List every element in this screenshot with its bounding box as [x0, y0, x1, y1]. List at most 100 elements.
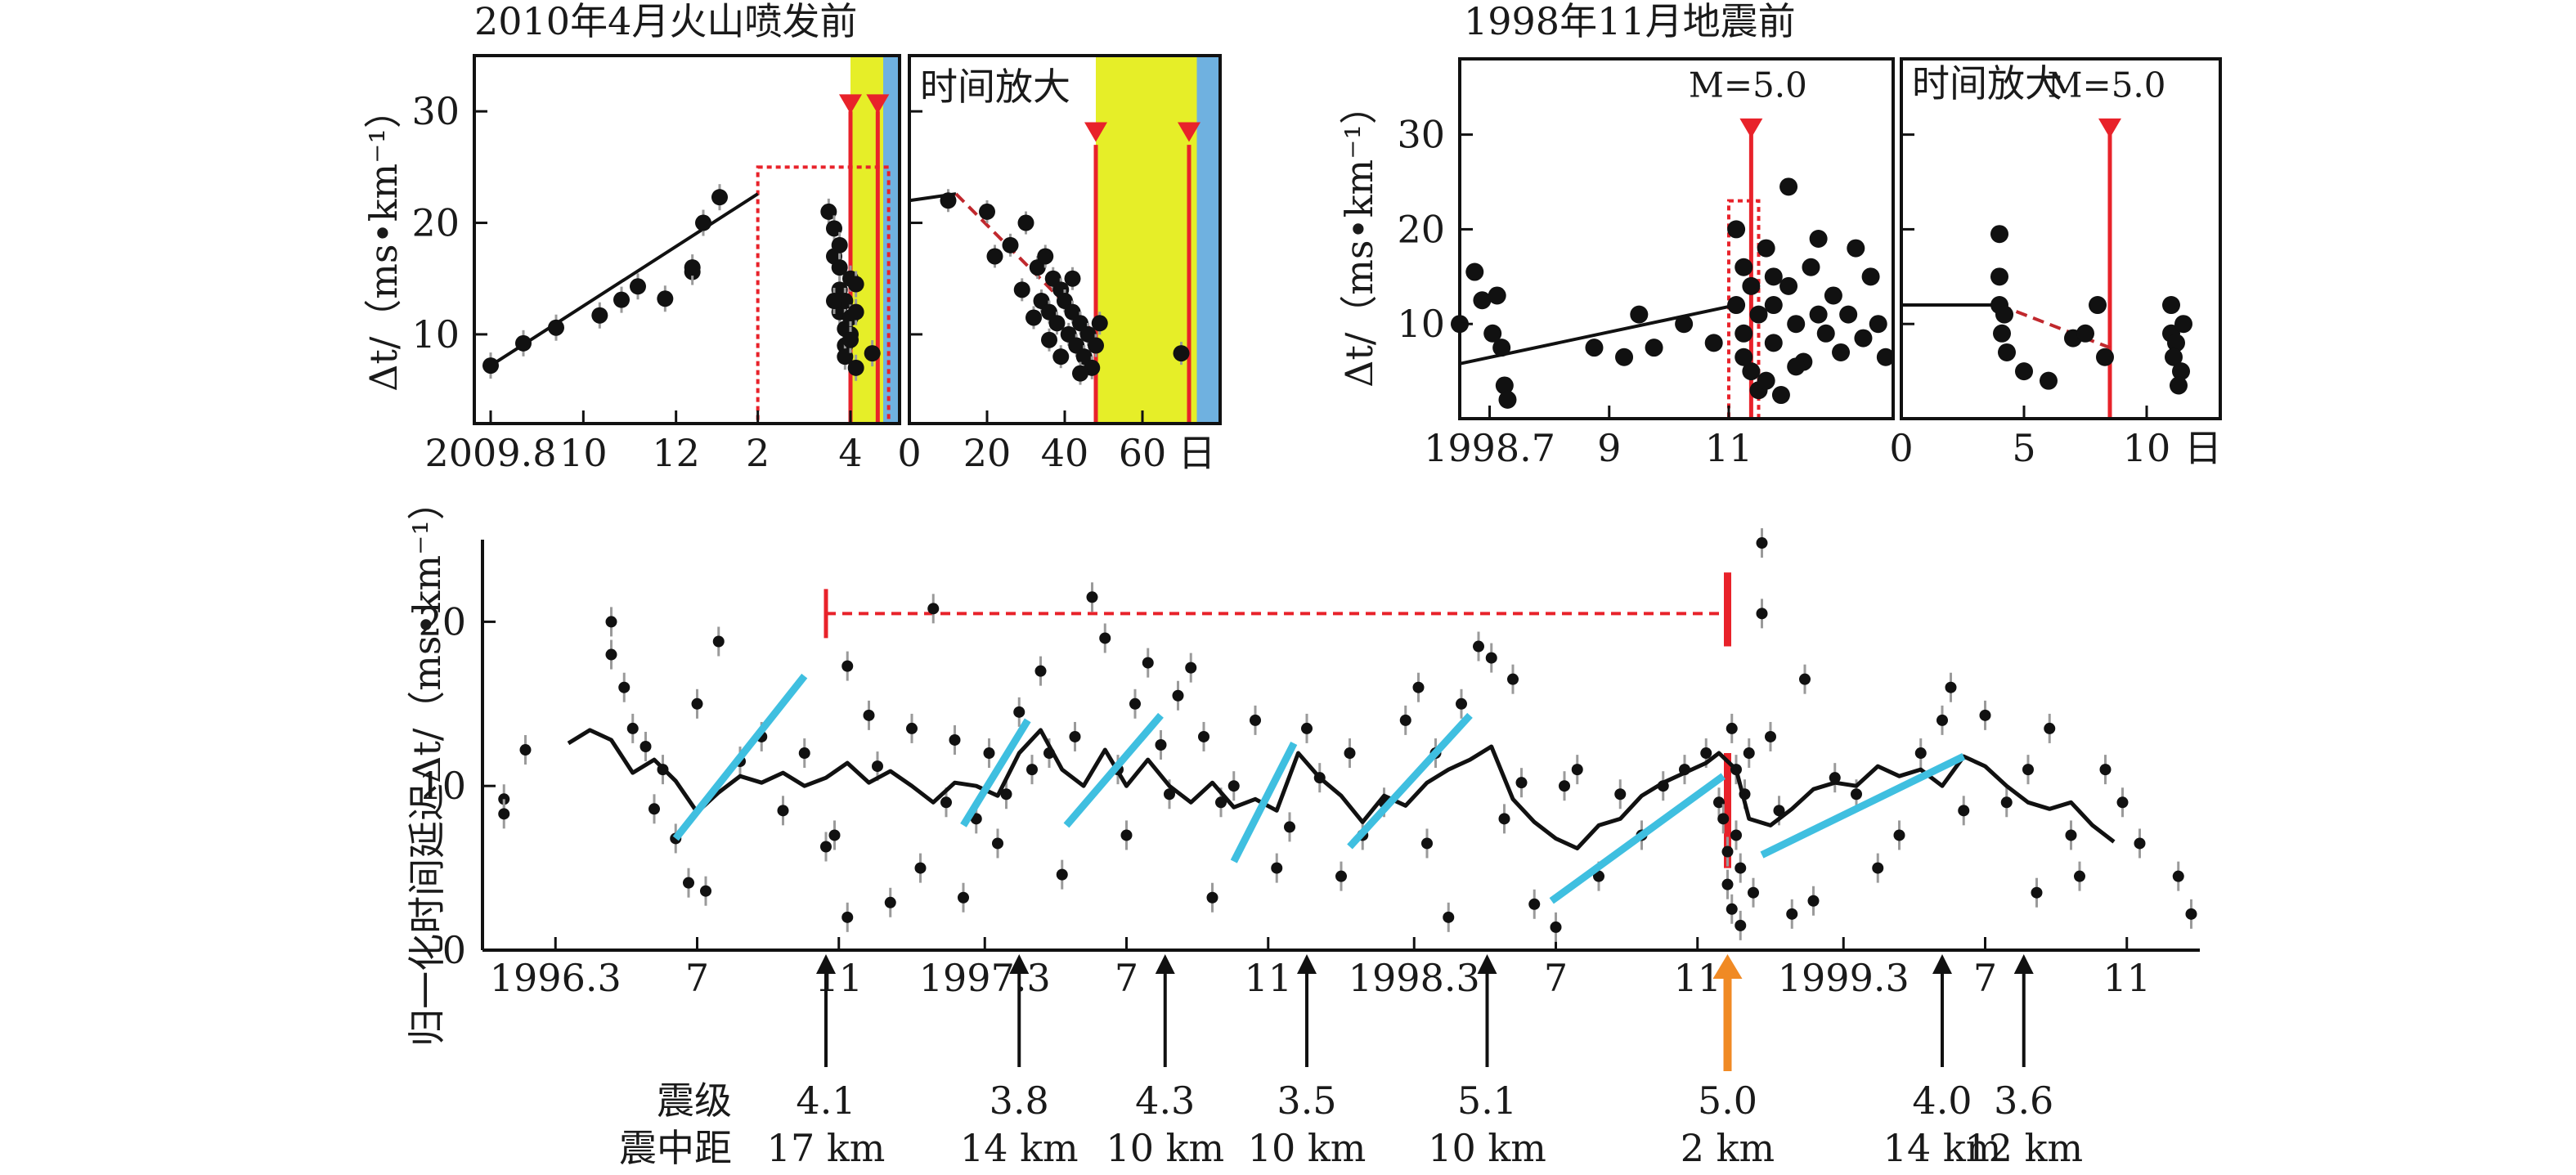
- data-point: [683, 877, 694, 889]
- data-point: [1872, 862, 1884, 874]
- data-point: [1936, 714, 1948, 726]
- x-tick-label: 0: [1889, 426, 1913, 470]
- trend-line: [489, 192, 759, 367]
- data-point: [626, 722, 639, 734]
- x-unit-label: 日: [2184, 426, 2222, 470]
- data-point: [1735, 258, 1753, 276]
- x-tick-label: 1999.3: [1778, 956, 1910, 1000]
- x-tick-label: 2: [746, 431, 770, 475]
- smoothed-line: [567, 728, 2116, 850]
- magnitude-annotation: M=5.0: [2048, 65, 2166, 105]
- data-point: [1412, 681, 1425, 693]
- data-point: [1017, 214, 1034, 231]
- data-point: [847, 276, 864, 293]
- data-point: [691, 697, 703, 710]
- data-point: [605, 616, 617, 628]
- event-arrow-head: [1477, 954, 1497, 974]
- event-arrow-head: [1155, 954, 1175, 974]
- data-point: [2172, 362, 2190, 381]
- data-point: [940, 192, 957, 209]
- data-point: [1056, 868, 1068, 881]
- data-point: [1002, 236, 1019, 253]
- data-point: [1271, 862, 1283, 874]
- marker-triangle: [866, 94, 890, 114]
- data-point: [657, 290, 674, 307]
- data-point: [2000, 796, 2013, 809]
- data-point: [515, 334, 532, 352]
- data-point: [1809, 230, 1828, 248]
- data-point: [1198, 730, 1209, 742]
- data-point: [1515, 777, 1528, 789]
- data-point: [1990, 225, 2008, 244]
- event-distance: 14 km: [960, 1126, 1079, 1170]
- data-point: [1727, 296, 1746, 315]
- data-point: [1164, 788, 1175, 801]
- panel-quake-ylabel: Δt/（ms•km⁻¹）: [1337, 87, 1381, 388]
- event-magnitude-header: 震级: [657, 1079, 732, 1123]
- x-unit-label: 日: [1178, 431, 1216, 475]
- data-point: [1851, 788, 1862, 801]
- trend-dashed: [1999, 303, 2111, 350]
- trend-segment: [1347, 712, 1473, 850]
- data-point: [2165, 348, 2183, 366]
- data-point: [1052, 348, 1070, 366]
- data-point: [1615, 348, 1634, 366]
- data-point: [1488, 286, 1506, 305]
- data-point: [979, 203, 995, 220]
- data-point: [1779, 177, 1798, 196]
- data-point: [1206, 891, 1218, 904]
- data-point: [906, 722, 918, 734]
- data-point: [1839, 305, 1858, 324]
- data-point: [958, 891, 969, 904]
- data-point: [1550, 921, 1562, 933]
- data-point: [1726, 722, 1738, 734]
- y-tick-label: 0: [442, 928, 466, 972]
- data-point: [831, 259, 848, 276]
- data-point: [1088, 337, 1104, 354]
- yellow-band: [1096, 56, 1197, 424]
- y-tick-label: 20: [411, 201, 460, 245]
- data-point: [1091, 315, 1108, 332]
- data-point: [1876, 348, 1895, 366]
- data-point: [1495, 376, 1514, 395]
- data-point: [820, 841, 832, 853]
- event-distance: 10 km: [1428, 1126, 1546, 1170]
- y-tick-label: 30: [1397, 113, 1445, 157]
- data-point: [613, 291, 630, 308]
- data-point: [1998, 343, 2016, 361]
- data-point: [1787, 357, 1806, 376]
- event-arrow-head: [1297, 954, 1317, 974]
- trend-segment: [1760, 753, 1966, 859]
- data-point: [1700, 747, 1712, 760]
- data-point: [640, 741, 652, 753]
- data-point: [847, 359, 864, 376]
- panel-volcano-ylabel: Δt/（ms•km⁻¹）: [361, 91, 406, 392]
- data-point: [872, 760, 883, 773]
- x-tick-label: 4: [838, 431, 862, 475]
- data-point: [1498, 813, 1510, 825]
- data-point: [711, 189, 728, 206]
- event-arrow-head: [1932, 954, 1952, 974]
- data-point: [1072, 365, 1088, 382]
- data-point: [1958, 805, 1970, 817]
- data-point: [2185, 908, 2197, 920]
- data-point: [1993, 324, 2011, 343]
- x-tick-label: 60: [1119, 431, 1167, 475]
- y-tick-label: 10: [411, 312, 460, 357]
- data-point: [1757, 239, 1775, 258]
- data-point: [630, 278, 646, 295]
- data-point: [927, 603, 940, 615]
- data-point: [1779, 276, 1798, 295]
- data-point: [986, 248, 1003, 265]
- x-tick-label: 10: [559, 431, 608, 475]
- data-point: [1120, 829, 1133, 841]
- data-point: [1721, 845, 1734, 858]
- panel-quake-frame: [1458, 57, 1895, 420]
- event-magnitude: 3.5: [1277, 1079, 1336, 1123]
- blue-band: [883, 56, 900, 424]
- data-point: [618, 681, 631, 693]
- data-point: [1399, 714, 1411, 726]
- data-point: [1473, 291, 1492, 310]
